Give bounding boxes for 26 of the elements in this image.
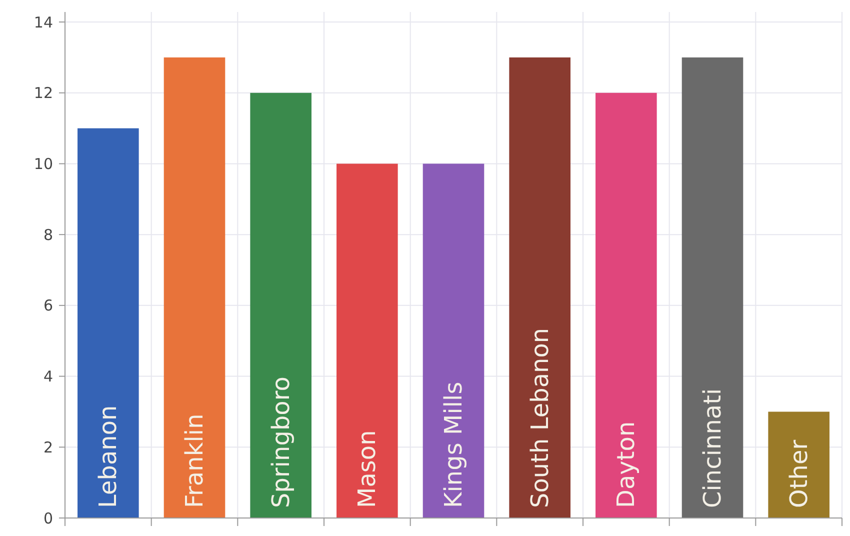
y-tick-label: 14: [34, 13, 53, 32]
y-tick-label: 10: [34, 154, 53, 173]
y-tick-label: 2: [43, 438, 53, 456]
x-tick-label: Cincinnati: [698, 388, 726, 508]
x-tick-label: Lebanon: [94, 405, 122, 508]
bar: [336, 164, 398, 518]
y-tick-label: 6: [43, 296, 53, 315]
bar: [768, 412, 830, 518]
y-tick-label: 4: [43, 368, 53, 386]
y-tick-label: 8: [43, 226, 53, 244]
x-tick-label: Franklin: [180, 414, 208, 508]
bar: [596, 92, 657, 518]
x-tick-label: Dayton: [612, 421, 640, 508]
bar: [250, 92, 312, 518]
x-tick-label: Mason: [353, 430, 382, 508]
x-tick-label: Springboro: [266, 376, 295, 508]
x-tick-label: South Lebanon: [526, 328, 554, 508]
x-tick-label: Kings Mills: [440, 382, 468, 508]
y-tick-label: 12: [34, 84, 53, 102]
x-tick-label: Other: [784, 440, 813, 508]
bar: [682, 57, 744, 518]
y-tick-label: 0: [43, 509, 53, 528]
bar: [422, 164, 484, 518]
bar: [78, 128, 139, 518]
bar: [509, 57, 570, 518]
bar: [164, 57, 226, 518]
